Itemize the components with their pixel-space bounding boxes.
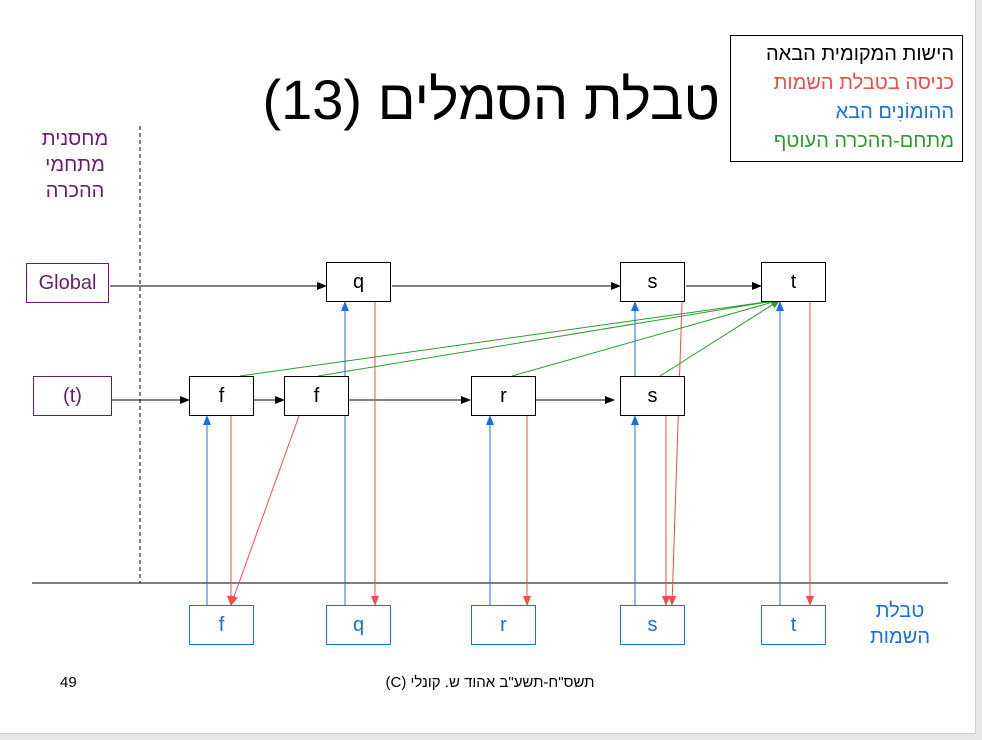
scope-global: Global (26, 263, 109, 303)
names-table-label-line: השמות (869, 626, 931, 648)
name-entry-s: s (620, 605, 685, 645)
red-arrow-f2 (230, 415, 300, 606)
names-table-label-line: טבלת (875, 600, 925, 622)
legend-item-name-entry: כניסה בטבלת השמות (773, 72, 954, 94)
legend-item-next-homonym: ההומוֹנִים הבא (835, 101, 954, 123)
footer-copyright: (C) תשס"ח-תשע"ב אהוד ש. קונלי (385, 674, 595, 691)
t-node-f1: f (189, 376, 254, 416)
name-entry-f: f (189, 605, 254, 645)
t-node-r: r (471, 376, 536, 416)
scope-stack-header: מחסנית מתחמי ההכרה (20, 126, 130, 204)
global-node-s: s (620, 262, 685, 302)
green-arrow-r (511, 298, 781, 377)
t-node-s: s (620, 376, 685, 416)
scope-t: (t) (33, 376, 112, 416)
scope-stack-header-line: מחסנית (41, 128, 109, 150)
names-table-label: טבלת השמות (850, 598, 950, 650)
slide-title: טבלת הסמלים (13) (262, 68, 720, 131)
scope-stack-header-line: מתחמי (45, 154, 105, 176)
name-entry-q: q (326, 605, 391, 645)
global-node-t: t (761, 262, 826, 302)
green-arrow-f1 (239, 297, 781, 377)
legend-item-next-local: הישות המקומית הבאה (765, 43, 954, 65)
global-node-q: q (326, 262, 391, 302)
name-entry-t: t (761, 605, 826, 645)
red-arrow-s-upper (668, 301, 683, 606)
green-arrow-s (659, 299, 781, 377)
t-node-f2: f (284, 376, 349, 416)
scope-stack-header-line: ההכרה (45, 180, 105, 202)
legend: הישות המקומית הבאה כניסה בטבלת השמות ההו… (730, 35, 963, 162)
name-entry-r: r (471, 605, 536, 645)
green-arrow-f2 (317, 297, 781, 377)
page-number: 49 (60, 674, 77, 691)
legend-item-enclosing-scope: מתחם-ההכרה העוטף (773, 130, 954, 152)
